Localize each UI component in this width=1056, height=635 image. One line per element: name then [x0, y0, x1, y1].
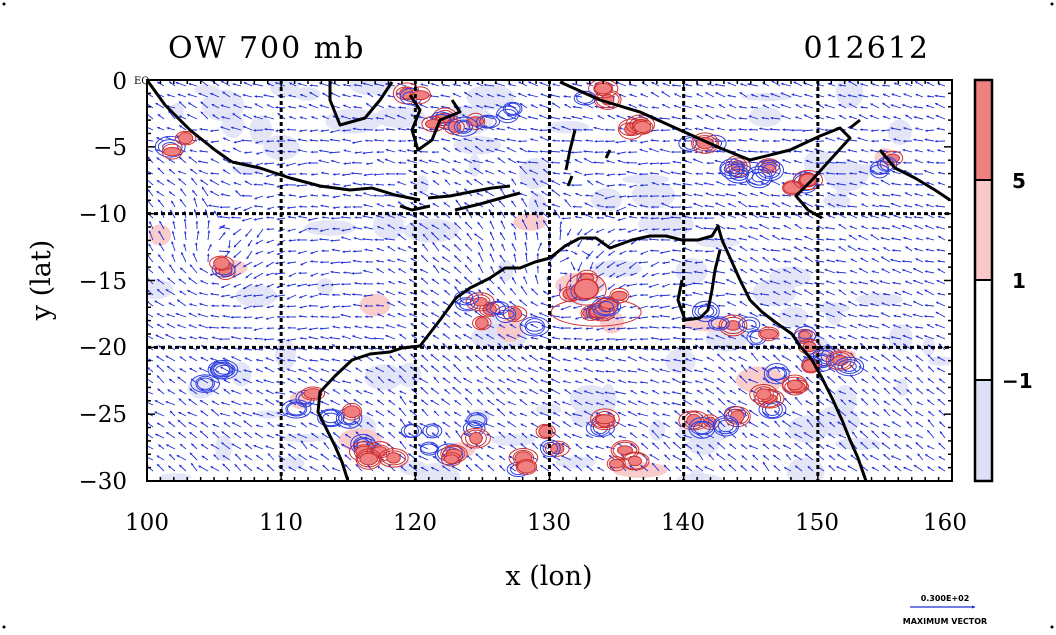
y-tick-label: −15 [78, 269, 127, 295]
vector-key-label: MAXIMUM VECTOR [903, 617, 987, 626]
x-tick-label: 160 [923, 510, 967, 536]
x-tick-label: 140 [661, 510, 705, 536]
eq-label: EQ [134, 76, 150, 87]
y-tick-label: −20 [78, 335, 127, 361]
colorbar-weak-positive [975, 180, 992, 280]
colorbar-neutral [975, 280, 992, 380]
x-axis-label: x (lon) [505, 561, 592, 592]
map-panel [136, 72, 955, 493]
x-tick-label: 100 [125, 510, 169, 536]
x-tick-label: 120 [393, 510, 437, 536]
colorbar-strong-positive [975, 80, 992, 180]
y-tick-label: 0 [112, 69, 127, 95]
y-tick-label: −10 [78, 202, 127, 228]
colorbar-negative [975, 380, 992, 481]
colorbar-label: 1 [1012, 269, 1026, 293]
y-tick-label: −25 [78, 402, 127, 428]
colorbar-label: 5 [1012, 169, 1026, 193]
x-tick-label: 110 [259, 510, 303, 536]
x-tick-label: 130 [527, 510, 571, 536]
y-tick-label: −30 [78, 469, 127, 495]
colorbar-label: −1 [1002, 369, 1033, 393]
vector-key-magnitude: 0.300E+02 [921, 594, 970, 603]
date-title: 012612 [803, 31, 930, 66]
x-tick-label: 150 [795, 510, 839, 536]
y-tick-label: −5 [93, 135, 127, 161]
field-title: OW 700 mb [168, 31, 365, 66]
y-axis-label: y (lat) [26, 240, 57, 322]
